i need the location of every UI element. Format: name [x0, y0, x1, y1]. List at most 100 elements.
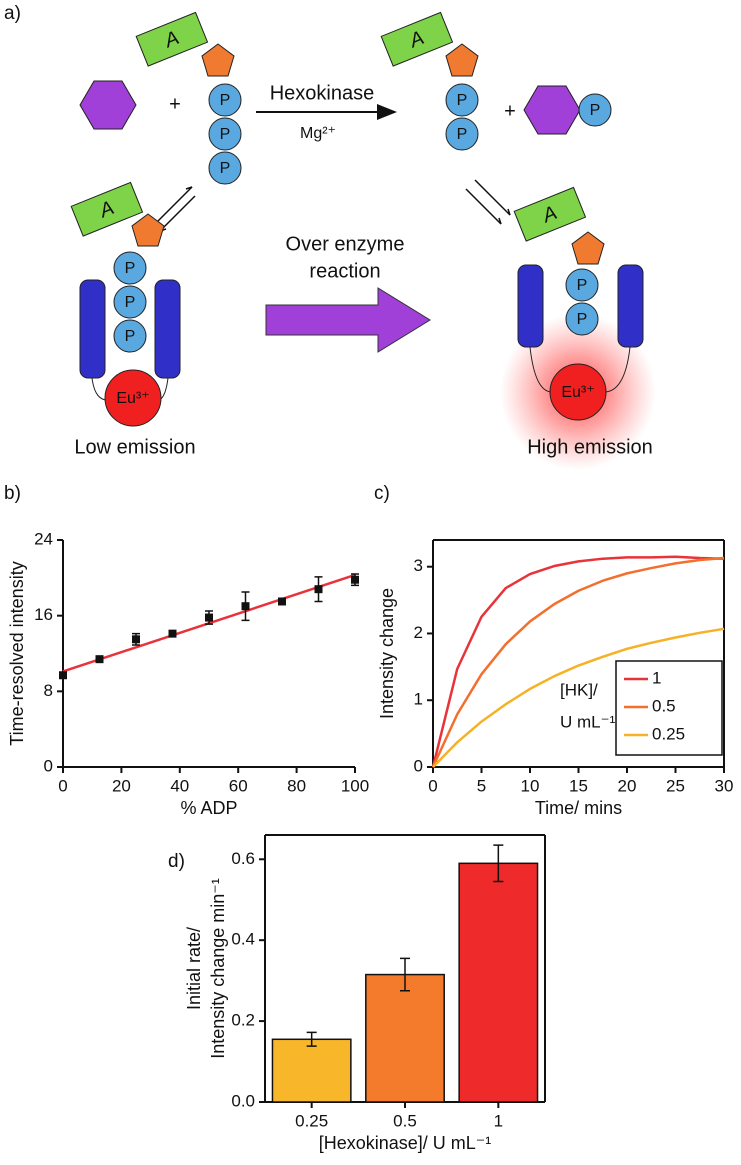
- p-label: P: [220, 126, 231, 143]
- legend-title: U mL⁻¹: [560, 712, 616, 731]
- point: [278, 597, 286, 606]
- y-tick-label: 16: [34, 605, 53, 624]
- p-label: P: [457, 126, 468, 143]
- x-tick-label: 80: [287, 776, 306, 795]
- series-line: [432, 627, 725, 768]
- x-axis-label: Time/ mins: [535, 798, 622, 818]
- series-line: [431, 555, 725, 768]
- caption: High emission: [527, 436, 653, 458]
- x-tick-label: 10: [521, 776, 540, 795]
- p-label: P: [220, 160, 231, 177]
- y-tick-label: 0.2: [231, 1011, 255, 1030]
- diagram: a) + A P P P Hexokinase Mg²⁺ A P P + P: [4, 3, 656, 470]
- p-label: P: [125, 260, 136, 277]
- point: [314, 585, 323, 594]
- receptor-arm: [154, 279, 181, 379]
- p-label: P: [220, 92, 231, 109]
- bar: [458, 862, 539, 1103]
- glucose-phosphate: [523, 85, 581, 135]
- phosphate: [113, 319, 147, 353]
- cofactor-label: Mg²⁺: [300, 125, 336, 142]
- point: [168, 629, 177, 638]
- y-tick-label: 1: [414, 690, 423, 709]
- y-tick-label: 0.4: [231, 930, 255, 949]
- y-tick-label: 0: [414, 756, 423, 775]
- x-axis-label: [Hexokinase]/ U mL⁻¹: [319, 1133, 492, 1153]
- x-tick-label: 40: [170, 776, 189, 795]
- y-tick-label: 24: [34, 529, 53, 548]
- y-axis-label: Initial rate/: [184, 927, 204, 1010]
- x-tick-label: 5: [477, 776, 486, 795]
- error-bar: [400, 957, 410, 992]
- x-tick-label: 20: [618, 776, 637, 795]
- phosphate: [565, 268, 599, 302]
- eu-label: Eu³⁺: [116, 390, 149, 407]
- p-label: P: [125, 328, 136, 345]
- panel-label: c): [374, 483, 390, 504]
- ribose: [201, 43, 235, 77]
- enzyme-label: Hexokinase: [270, 82, 375, 104]
- panel-label: a): [4, 3, 21, 24]
- y-tick-label: 8: [44, 681, 53, 700]
- p-label: P: [590, 102, 601, 119]
- bar: [271, 1038, 352, 1103]
- glucose: [79, 80, 137, 130]
- phosphate: [113, 285, 147, 319]
- error-bar: [493, 844, 504, 883]
- phosphate: [578, 93, 612, 127]
- adenine: [135, 11, 209, 67]
- x-tick-label: 1: [494, 1111, 503, 1130]
- equilibrium-arrows: [156, 179, 511, 232]
- adenine: [70, 181, 144, 237]
- phosphate: [565, 302, 599, 336]
- phosphate: [445, 83, 479, 117]
- point: [241, 602, 250, 611]
- receptor-arm: [79, 279, 106, 379]
- x-tick-label: 0.5: [393, 1111, 417, 1130]
- receptor-arm: [617, 264, 644, 348]
- plus: +: [504, 100, 516, 122]
- x-tick-label: 20: [112, 776, 131, 795]
- x-tick-label: 0.25: [295, 1111, 328, 1130]
- x-tick-label: 30: [715, 776, 734, 795]
- plus: +: [169, 93, 181, 115]
- point: [351, 575, 359, 584]
- y-tick-label: 0.0: [231, 1091, 255, 1110]
- linker: [529, 346, 631, 393]
- receptor-arm: [517, 264, 544, 348]
- y-axis-label: Time-resolved intensity: [7, 561, 27, 745]
- europium: [549, 363, 607, 421]
- europium: [104, 369, 162, 427]
- x-tick-label: 25: [666, 776, 685, 795]
- x-tick-label: 0: [428, 776, 437, 795]
- p-label: P: [125, 294, 136, 311]
- y-tick-label: 3: [414, 556, 423, 575]
- adenine: [380, 11, 454, 67]
- p-label: P: [457, 92, 468, 109]
- panel-label: b): [4, 483, 21, 504]
- ribose: [571, 231, 605, 265]
- bar: [365, 973, 445, 1103]
- legend-title: [HK]/: [560, 680, 598, 699]
- x-tick-label: 60: [229, 776, 248, 795]
- eu-label: Eu³⁺: [561, 384, 594, 401]
- legend-label: 0.25: [652, 724, 685, 743]
- caption: Low emission: [74, 436, 195, 458]
- ribose: [445, 43, 479, 77]
- x-tick-label: 100: [341, 776, 369, 795]
- process-arrow: [265, 287, 431, 353]
- y-tick-label: 0: [44, 756, 53, 775]
- p-label: P: [577, 311, 588, 328]
- y-tick-label: 2: [414, 623, 423, 642]
- ribose: [131, 213, 165, 247]
- point: [132, 635, 140, 644]
- y-tick-label: 0.6: [231, 849, 255, 868]
- phosphate: [445, 117, 479, 151]
- point: [205, 613, 213, 622]
- p-label: P: [577, 277, 588, 294]
- x-tick-label: 0: [58, 776, 67, 795]
- x-tick-label: 15: [569, 776, 588, 795]
- y-axis-label: Intensity change: [377, 588, 397, 719]
- adenine: [513, 186, 587, 242]
- error-bar: [306, 1031, 317, 1047]
